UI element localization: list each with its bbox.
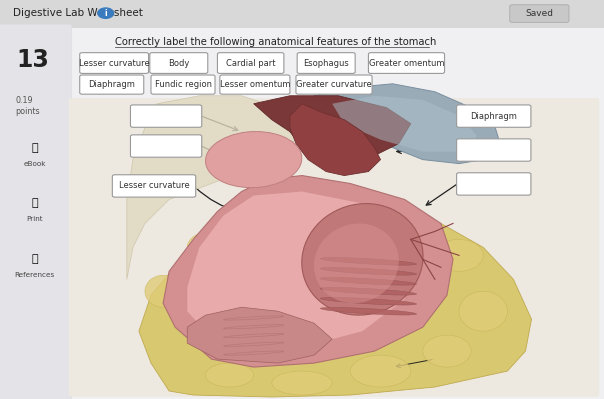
Polygon shape	[163, 176, 453, 367]
Ellipse shape	[205, 132, 302, 188]
Polygon shape	[332, 96, 477, 152]
Ellipse shape	[314, 223, 399, 303]
Polygon shape	[187, 307, 332, 363]
Text: Lesser curvature: Lesser curvature	[79, 59, 150, 67]
Text: Saved: Saved	[525, 9, 553, 18]
FancyBboxPatch shape	[112, 175, 196, 197]
FancyBboxPatch shape	[297, 53, 355, 73]
FancyBboxPatch shape	[457, 173, 531, 195]
Text: Print: Print	[26, 216, 43, 223]
FancyBboxPatch shape	[220, 75, 290, 94]
Polygon shape	[187, 192, 417, 347]
Ellipse shape	[459, 291, 507, 331]
Text: Lesser omentum: Lesser omentum	[220, 80, 290, 89]
Text: 0.19
points: 0.19 points	[16, 96, 40, 116]
Ellipse shape	[302, 203, 423, 315]
Text: Diaphragm: Diaphragm	[88, 80, 135, 89]
Text: 📋: 📋	[31, 254, 37, 265]
Text: eBook: eBook	[23, 160, 46, 167]
FancyBboxPatch shape	[80, 53, 149, 73]
Polygon shape	[139, 207, 532, 397]
Polygon shape	[254, 96, 411, 160]
FancyBboxPatch shape	[0, 24, 72, 399]
FancyBboxPatch shape	[80, 75, 144, 94]
Circle shape	[98, 8, 114, 18]
Text: Cardial part: Cardial part	[226, 59, 275, 67]
Text: 📘: 📘	[31, 142, 37, 153]
Ellipse shape	[320, 287, 417, 295]
Text: Greater curvature: Greater curvature	[296, 80, 372, 89]
Text: Fundic region: Fundic region	[155, 80, 211, 89]
Text: Esophagus: Esophagus	[303, 59, 349, 67]
Polygon shape	[127, 96, 302, 279]
Text: Body: Body	[168, 59, 190, 67]
Polygon shape	[290, 104, 381, 176]
FancyBboxPatch shape	[217, 53, 284, 73]
FancyBboxPatch shape	[69, 98, 599, 397]
Text: 🖨: 🖨	[31, 198, 37, 209]
Text: Lesser curvature: Lesser curvature	[118, 182, 190, 190]
Ellipse shape	[362, 211, 423, 235]
Text: Digestive Lab Worksheet: Digestive Lab Worksheet	[13, 8, 143, 18]
Ellipse shape	[320, 267, 417, 275]
Ellipse shape	[320, 257, 417, 265]
FancyBboxPatch shape	[296, 75, 372, 94]
Ellipse shape	[187, 231, 236, 263]
FancyBboxPatch shape	[150, 53, 208, 73]
FancyBboxPatch shape	[0, 24, 604, 399]
Text: Greater omentum: Greater omentum	[368, 59, 445, 67]
FancyBboxPatch shape	[130, 135, 202, 157]
Polygon shape	[308, 84, 501, 164]
Text: 13: 13	[17, 48, 50, 72]
FancyBboxPatch shape	[130, 105, 202, 127]
Ellipse shape	[320, 307, 417, 315]
Ellipse shape	[320, 277, 417, 285]
FancyBboxPatch shape	[457, 139, 531, 161]
Ellipse shape	[435, 239, 483, 271]
Ellipse shape	[145, 275, 181, 307]
Text: Diaphragm: Diaphragm	[471, 112, 517, 120]
Ellipse shape	[278, 211, 326, 235]
Ellipse shape	[423, 335, 471, 367]
FancyBboxPatch shape	[510, 5, 569, 22]
Ellipse shape	[320, 297, 417, 305]
Text: Correctly label the following anatomical features of the stomach: Correctly label the following anatomical…	[115, 37, 436, 47]
FancyBboxPatch shape	[0, 0, 604, 28]
FancyBboxPatch shape	[457, 105, 531, 127]
FancyBboxPatch shape	[151, 75, 215, 94]
Ellipse shape	[350, 355, 411, 387]
FancyBboxPatch shape	[368, 53, 445, 73]
Ellipse shape	[205, 363, 254, 387]
Text: References: References	[14, 272, 54, 279]
Ellipse shape	[272, 371, 332, 395]
Text: i: i	[104, 9, 107, 18]
